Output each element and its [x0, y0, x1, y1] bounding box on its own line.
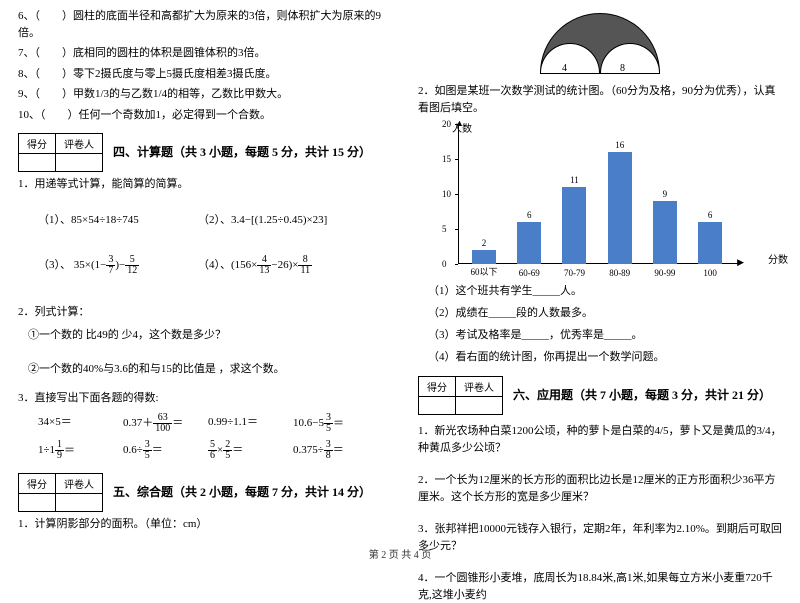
q5-2-3: （3）考试及格率是_____，优秀率是_____。 — [428, 326, 782, 342]
score-box-sec6: 得分评卷人 — [418, 376, 503, 415]
section-4-title: 四、计算题（共 3 小题，每题 5 分，共计 15 分） — [113, 143, 371, 160]
q5-2: 2．如图是某班一次数学测试的统计图。（60分为及格，90分为优秀），认真看图后填… — [418, 83, 782, 116]
dim-4: 4 — [562, 63, 567, 74]
tf-list: 6、（ ）圆柱的底面半径和高都扩大为原来的3倍，则体积扩大为原来的9倍。 7、（… — [18, 8, 382, 123]
tf-9: 9、（ ）甲数1/3的与乙数1/4的相等，乙数比甲数大。 — [18, 86, 382, 103]
q4-2b: ②一个数的40%与3.6的和与15的比值是 ，求这个数。 — [28, 360, 382, 376]
page-footer: 第 2 页 共 4 页 — [0, 546, 800, 561]
q5-2-4: （4）看右面的统计图，你再提出一个数学问题。 — [428, 348, 782, 364]
q4-2a: ①一个数的 比49的 少4，这个数是多少？ — [28, 326, 382, 342]
formula-4: （4）、(156×413−26)×811 — [198, 255, 358, 276]
calc-row-2: 1÷119＝ 0.6÷35＝ 56×25＝ 0.375÷38＝ — [38, 440, 382, 461]
q5-2-1: （1）这个班共有学生_____人。 — [428, 282, 782, 298]
q4-3-stem: 3．直接写出下面各题的得数: — [18, 390, 382, 407]
section-5-title: 五、综合题（共 2 小题，每题 7 分，共计 14 分） — [113, 483, 371, 500]
formula-1: （1）、85×54÷18÷745 — [38, 211, 198, 227]
dim-8: 8 — [620, 63, 625, 74]
score-box-sec5: 得分评卷人 — [18, 473, 103, 512]
formula-3: （3）、 35×(1−37)−512 — [38, 255, 198, 276]
section-6-title: 六、应用题（共 7 小题，每题 3 分，共计 21 分） — [513, 386, 771, 403]
semicircle-figure: 4 8 — [540, 13, 660, 73]
left-column: 6、（ ）圆柱的底面半径和高都扩大为原来的3倍，则体积扩大为原来的9倍。 7、（… — [0, 0, 400, 545]
q6-2: 2．一个长为12厘米的长方形的面积比边长是12厘米的正方形面积少36平方厘米。这… — [418, 472, 782, 505]
bar-chart: 人数 ▲ ▶ 05101520260以下660-691170-791680-89… — [438, 124, 782, 264]
q6-4: 4．一个圆锥形小麦堆，底周长为18.84米,高1米,如果每立方米小麦重720千克… — [418, 570, 782, 603]
q4-2-stem: 2．列式计算： — [18, 304, 382, 321]
q6-1: 1．新光农场种白菜1200公顷，种的萝卜是白菜的4/5，萝卜又是黄瓜的3/4，种… — [418, 423, 782, 456]
x-axis-title: 分数 — [768, 251, 788, 266]
q5-1: 1．计算阴影部分的面积。（单位：cm） — [18, 516, 382, 533]
calc-row-1: 34×5＝ 0.37＋63100＝ 0.99÷1.1＝ 10.6−535＝ — [38, 413, 382, 434]
score-box-sec4: 得分评卷人 — [18, 133, 103, 172]
tf-10: 10、（ ）任何一个奇数加1，必定得到一个合数。 — [18, 107, 382, 124]
formula-2: （2）、3.4−[(1.25÷0.45)×23] — [198, 211, 358, 227]
tf-6: 6、（ ）圆柱的底面半径和高都扩大为原来的3倍，则体积扩大为原来的9倍。 — [18, 8, 382, 41]
tf-7: 7、（ ）底相同的圆柱的体积是圆锥体积的3倍。 — [18, 45, 382, 62]
tf-8: 8、（ ）零下2摄氏度与零上5摄氏度相差3摄氏度。 — [18, 66, 382, 83]
q4-1-stem: 1．用递等式计算，能简算的简算。 — [18, 176, 382, 193]
q5-2-2: （2）成绩在_____段的人数最多。 — [428, 304, 782, 320]
right-column: 4 8 2．如图是某班一次数学测试的统计图。（60分为及格，90分为优秀），认真… — [400, 0, 800, 545]
